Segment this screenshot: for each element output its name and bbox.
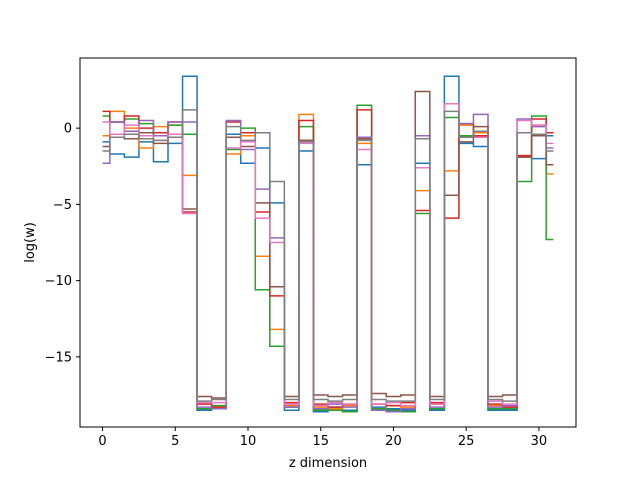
y-tick-label: 0 <box>64 122 72 137</box>
y-axis-label: log(w) <box>23 222 38 263</box>
series-line-7 <box>102 102 554 407</box>
series-line-8 <box>102 109 554 402</box>
y-axis: 0 −5 −10 −15 <box>45 122 80 365</box>
x-tick-label: 25 <box>458 434 475 449</box>
x-tick-label: 30 <box>531 434 548 449</box>
x-tick-label: 5 <box>171 434 179 449</box>
x-tick-label: 20 <box>385 434 402 449</box>
y-tick-label: −10 <box>45 274 72 289</box>
x-axis: 0 5 10 15 20 25 30 <box>98 427 547 449</box>
x-tick-label: 15 <box>312 434 329 449</box>
y-tick-label: −5 <box>53 198 72 213</box>
y-tick-label: −15 <box>45 350 72 365</box>
axes-frame <box>79 57 577 428</box>
series-line-1 <box>102 75 554 413</box>
x-tick-label: 10 <box>240 434 257 449</box>
x-tick-label: 0 <box>98 434 106 449</box>
x-axis-label: z dimension <box>289 456 367 471</box>
series-layer <box>102 75 554 413</box>
